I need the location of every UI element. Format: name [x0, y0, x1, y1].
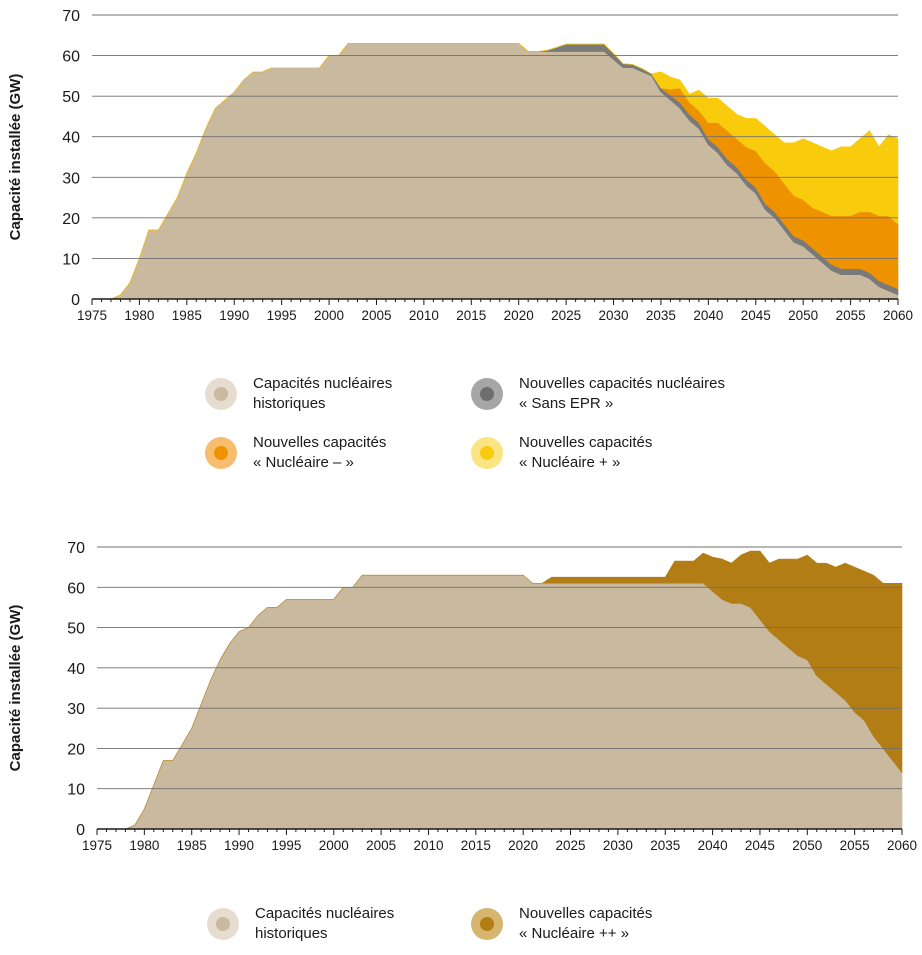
x-tick-label: 2040	[698, 838, 728, 853]
x-tick-label: 1995	[271, 838, 301, 853]
area-nouvelles-capacites-nucleaire	[115, 550, 903, 830]
y-tick-label: 70	[67, 540, 85, 557]
x-tick-label: 2010	[409, 308, 439, 323]
x-tick-label: 1990	[224, 838, 254, 853]
y-tick-label: 40	[62, 130, 80, 147]
x-tick-label: 2030	[599, 308, 629, 323]
y-tick-label: 30	[62, 170, 80, 187]
legend-label: Capacités nucléaires	[253, 375, 393, 392]
legend-bottom: Capacités nucléaires historiques Nouvelle…	[0, 902, 922, 954]
x-tick-label: 2025	[556, 838, 586, 853]
x-tick-label: 2025	[551, 308, 581, 323]
x-tick-label: 2020	[508, 838, 538, 853]
x-tick-label: 2060	[887, 838, 917, 853]
area-series-group	[110, 43, 899, 300]
x-tick-label: 2040	[693, 308, 723, 323]
y-tick-label: 0	[76, 822, 85, 839]
y-tick-label: 10	[62, 251, 80, 268]
x-tick-label: 2015	[461, 838, 491, 853]
x-tick-label: 1975	[82, 838, 112, 853]
y-tick-label: 60	[62, 49, 80, 66]
legend-item-historiques: Capacités nucléaires historiques	[207, 905, 394, 944]
legend-label: historiques	[255, 925, 328, 942]
x-tick-label: 1980	[124, 308, 154, 323]
legend-marker	[471, 437, 503, 469]
x-tick-label: 2005	[361, 308, 391, 323]
y-axis-label: Capacité installée (GW)	[7, 605, 24, 772]
x-tick-label: 2050	[788, 308, 818, 323]
y-tick-label: 70	[62, 8, 80, 25]
x-tick-label: 2010	[413, 838, 443, 853]
x-tick-label: 1985	[172, 308, 202, 323]
x-tick-label: 1995	[267, 308, 297, 323]
legend-label: historiques	[253, 395, 326, 412]
legend-label: « Nucléaire – »	[253, 454, 354, 471]
x-tick-label: 2045	[741, 308, 771, 323]
y-tick-label: 20	[62, 211, 80, 228]
legend-label: Nouvelles capacités	[519, 434, 653, 451]
x-tick-label: 2060	[883, 308, 913, 323]
x-tick-label: 1980	[129, 838, 159, 853]
legend-marker	[471, 908, 503, 940]
legend-item-nucleaire-plus: Nouvelles capacités « Nucléaire + »	[471, 434, 652, 473]
y-tick-label: 50	[67, 621, 85, 638]
x-tick-label: 2015	[456, 308, 486, 323]
y-tick-label: 50	[62, 89, 80, 106]
x-tick-label: 2035	[650, 838, 680, 853]
x-tick-label: 1985	[177, 838, 207, 853]
legend-item-historiques: Capacités nucléaires historiques	[205, 375, 392, 414]
y-tick-label: 40	[67, 661, 85, 678]
legend-top: Capacités nucléaires historiques Nouvelle…	[0, 372, 922, 492]
x-tick-label: 2055	[840, 838, 870, 853]
legend-label: Nouvelles capacités	[253, 434, 387, 451]
y-tick-label: 20	[67, 741, 85, 758]
legend-label: « Nucléaire ++ »	[519, 925, 630, 942]
x-tick-label: 1990	[219, 308, 249, 323]
legend-label: « Sans EPR »	[519, 395, 614, 412]
x-tick-label: 2005	[366, 838, 396, 853]
legend-marker	[207, 908, 239, 940]
area-nouvelles-capacites-nucleaire	[110, 43, 899, 300]
legend-label: Nouvelles capacités	[519, 905, 653, 922]
x-tick-label: 2030	[603, 838, 633, 853]
x-tick-label: 2000	[319, 838, 349, 853]
legend-item-nucleaire-moins: Nouvelles capacités « Nucléaire – »	[205, 434, 386, 473]
legend-marker	[205, 378, 237, 410]
legend-label: « Nucléaire + »	[519, 454, 621, 471]
y-tick-label: 60	[67, 580, 85, 597]
x-tick-label: 2000	[314, 308, 344, 323]
x-tick-label: 1975	[77, 308, 107, 323]
legend-label: Capacités nucléaires	[255, 905, 395, 922]
y-axis-label: Capacité installée (GW)	[7, 74, 24, 241]
legend-marker	[471, 378, 503, 410]
y-tick-label: 10	[67, 782, 85, 799]
legend-marker	[205, 437, 237, 469]
x-tick-label: 2055	[836, 308, 866, 323]
legend-label: Nouvelles capacités nucléaires	[519, 375, 725, 392]
legend-item-nucleaire-plus-plus: Nouvelles capacités « Nucléaire ++ »	[471, 905, 652, 944]
x-tick-label: 2050	[792, 838, 822, 853]
y-tick-label: 0	[71, 292, 80, 309]
area-series-group	[115, 550, 903, 830]
x-tick-label: 2020	[504, 308, 534, 323]
legend-item-sans-epr: Nouvelles capacités nucléaires « Sans EPR…	[471, 375, 725, 414]
y-tick-label: 30	[67, 701, 85, 718]
x-tick-label: 2045	[745, 838, 775, 853]
x-tick-label: 2035	[646, 308, 676, 323]
